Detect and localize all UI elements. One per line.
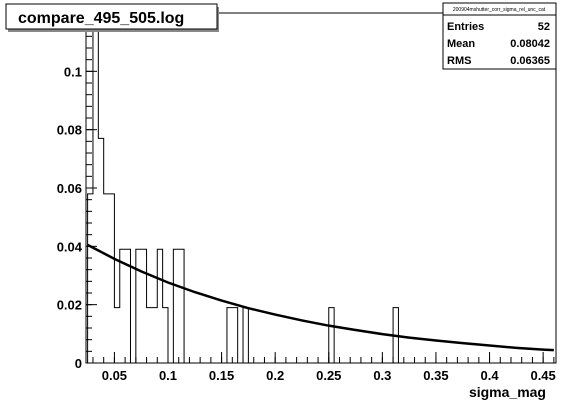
y-tick-label: 0.06	[57, 181, 82, 196]
histogram-bar	[173, 249, 178, 363]
histogram-bar	[136, 249, 141, 363]
y-tick-label: 0.1	[64, 64, 82, 79]
y-tick-label: 0.08	[57, 123, 82, 138]
x-tick-label: 0.3	[373, 368, 391, 383]
stats-box-name: 200904mshutter_corr_sigma_rel_unc_cat	[453, 7, 546, 13]
x-tick-label: 0.2	[266, 368, 284, 383]
histogram-bar	[147, 308, 152, 363]
histogram-bar	[179, 249, 184, 363]
histogram-bar	[93, 28, 98, 363]
stats-mean-label: Mean	[447, 38, 475, 50]
stats-entries-value: 52	[538, 21, 550, 33]
histogram-bar	[152, 308, 157, 363]
x-tick-label: 0.1	[159, 368, 177, 383]
stats-rms-value: 0.06365	[510, 55, 550, 67]
x-tick-label: 0.35	[423, 368, 448, 383]
x-tick-label: 0.25	[316, 368, 341, 383]
y-tick-label: 0	[75, 356, 82, 371]
y-axis: 0 0.02 0.04 0.06 0.08 0.1	[57, 24, 97, 371]
x-tick-label: 0.15	[209, 368, 234, 383]
histogram-bar	[227, 308, 232, 363]
stats-rms-label: RMS	[447, 55, 471, 67]
histogram-bar	[157, 249, 162, 363]
histogram-bar	[114, 308, 119, 363]
stats-entries-label: Entries	[447, 21, 484, 33]
histogram-bar	[109, 194, 114, 363]
stats-box: 200904mshutter_corr_sigma_rel_unc_cat En…	[442, 2, 557, 70]
histogram-bar	[163, 308, 168, 363]
x-tick-label: 0.4	[481, 368, 500, 383]
histogram-bar	[120, 249, 125, 363]
histogram-bar	[88, 194, 93, 363]
title-box: compare_495_505.log	[5, 3, 219, 32]
histogram-bar	[243, 308, 248, 363]
histogram-outline	[87, 27, 420, 364]
x-tick-label: 0.45	[530, 368, 555, 383]
chart-title: compare_495_505.log	[18, 10, 184, 27]
y-tick-label: 0.02	[57, 298, 82, 313]
x-tick-label: 0.05	[102, 368, 127, 383]
x-axis-title: sigma_mag	[469, 384, 546, 400]
histogram-bar	[232, 308, 237, 363]
histogram-bar	[329, 308, 334, 363]
histogram-bar	[104, 194, 109, 363]
histogram-bar	[141, 249, 146, 363]
fit-curve	[87, 243, 554, 352]
y-tick-label: 0.04	[57, 239, 83, 254]
x-axis: 0.05 0.1 0.15 0.2 0.25 0.3 0.35 0.4 0.45	[92, 352, 556, 383]
stats-mean-value: 0.08042	[510, 38, 550, 50]
